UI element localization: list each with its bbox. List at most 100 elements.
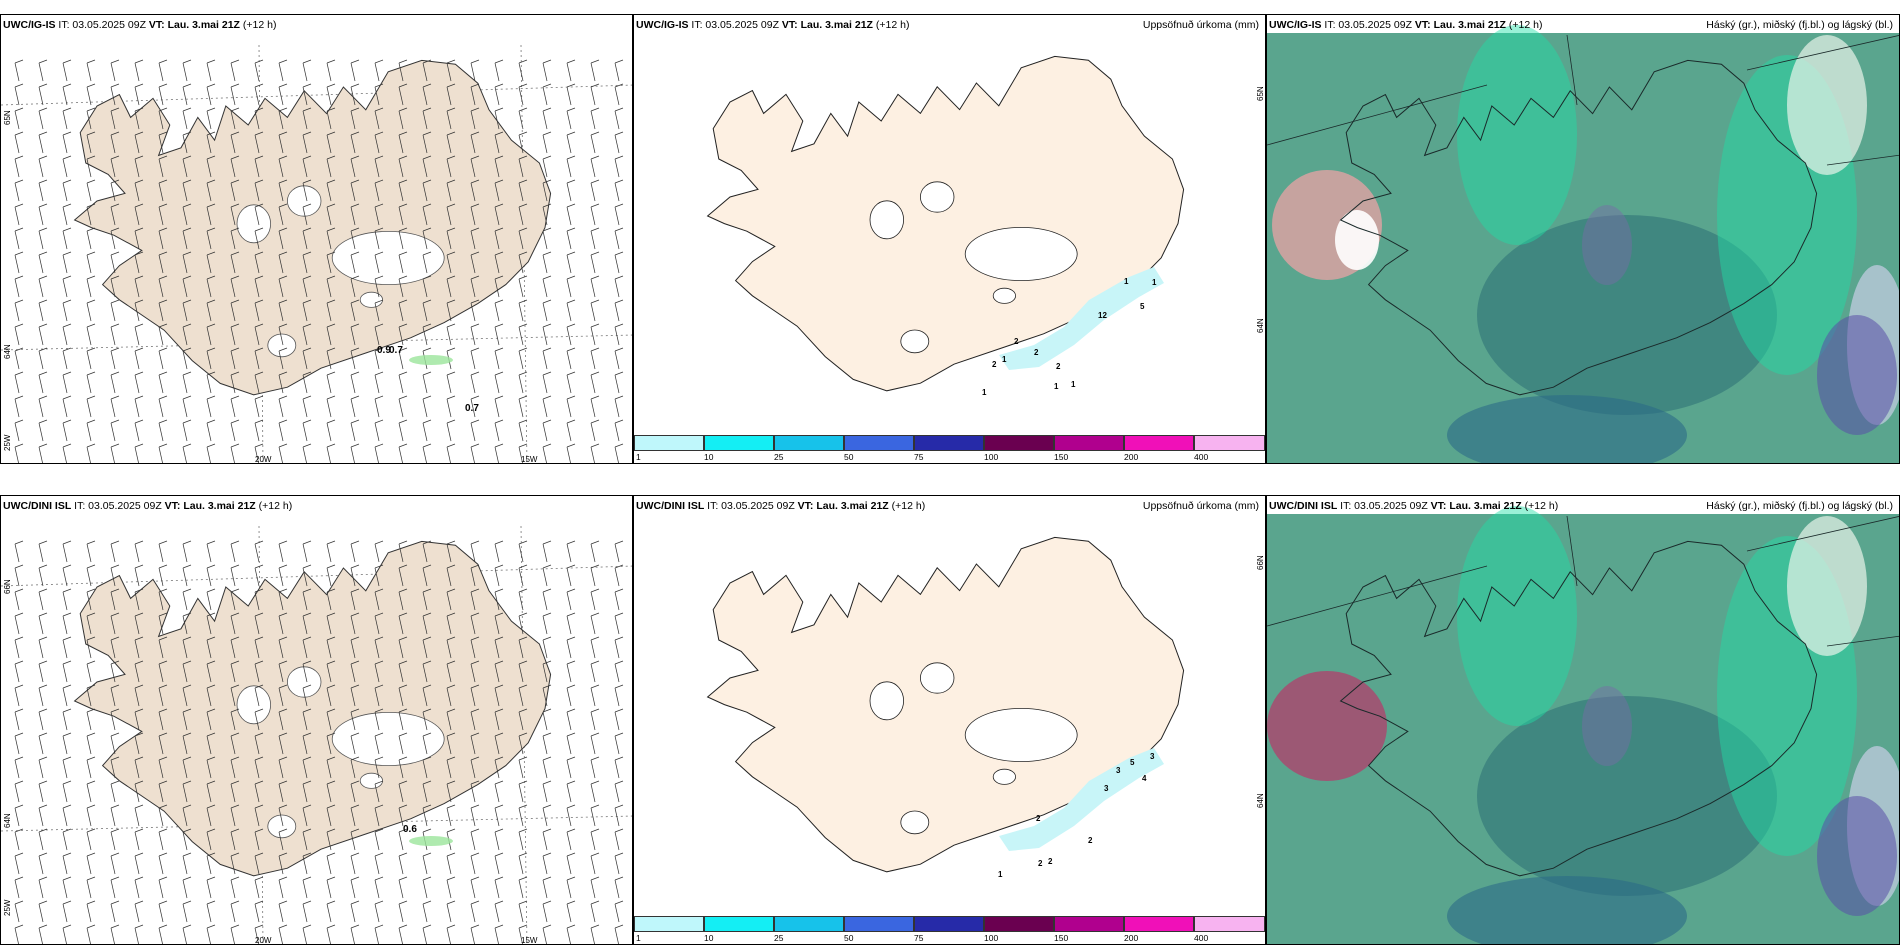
cloud-layer-blob (1582, 205, 1632, 285)
valid-time: VT: Lau. 3.mai 21Z (1430, 500, 1522, 512)
wind-barb (134, 900, 144, 923)
wind-barb (254, 852, 264, 875)
wind-barb (446, 852, 456, 875)
wind-barb (158, 395, 168, 418)
wind-barb (470, 924, 480, 944)
wind-barb (14, 347, 24, 370)
wind-barb (206, 540, 216, 563)
wind-barb (62, 395, 72, 418)
wind-barb (86, 660, 96, 683)
wind-barb (278, 732, 288, 755)
wind-barb (86, 564, 96, 587)
wind-barb (230, 612, 240, 635)
wind-barb (14, 828, 24, 851)
wind-barb (14, 371, 24, 394)
wind-barb (254, 83, 264, 106)
wind-barb (326, 59, 336, 82)
wind-barb (614, 804, 624, 827)
wind-barb (422, 227, 432, 250)
precip-area (999, 267, 1164, 370)
wind-barb (590, 203, 600, 226)
wind-barb (62, 59, 72, 82)
wind-barb (14, 203, 24, 226)
wind-barb (134, 227, 144, 250)
wind-barb (494, 347, 504, 370)
wind-barb (254, 876, 264, 899)
wind-barb (158, 275, 168, 298)
wind-barb (566, 155, 576, 178)
wind-barb (614, 660, 624, 683)
wind-barb (518, 59, 528, 82)
wind-barb (110, 588, 120, 611)
wind-barb (110, 684, 120, 707)
wind-barb (542, 323, 552, 346)
wind-barb (590, 443, 600, 463)
wind-barb (14, 227, 24, 250)
wind-barb (14, 876, 24, 899)
colorbar-swatch (774, 435, 844, 451)
wind-barb (326, 756, 336, 779)
wind-barb (446, 924, 456, 944)
wind-barb (206, 900, 216, 923)
panel-header: UWC/IG-IS IT: 03.05.2025 09Z VT: Lau. 3.… (3, 19, 628, 33)
wind-barb (278, 371, 288, 394)
wind-barb (86, 708, 96, 731)
glacier (359, 291, 383, 308)
wind-barb (590, 900, 600, 923)
wind-barb (542, 660, 552, 683)
wind-barb (110, 131, 120, 154)
wind-barb (590, 804, 600, 827)
wind-barb (566, 924, 576, 944)
wind-barb (446, 564, 456, 587)
wind-barb (206, 660, 216, 683)
wind-barb (542, 299, 552, 322)
wind-barb (302, 131, 312, 154)
wind-barb (398, 780, 408, 803)
wind-barb (14, 275, 24, 298)
wind-barb (182, 804, 192, 827)
wind-barb (326, 371, 336, 394)
wind-barb (278, 275, 288, 298)
colorbar-tick: 75 (914, 452, 924, 462)
wind-barb (326, 876, 336, 899)
wind-barb (542, 852, 552, 875)
precip-value: 2 (992, 360, 997, 369)
wind-barb (590, 708, 600, 731)
land-outline (706, 55, 1185, 392)
wind-barb (398, 155, 408, 178)
wind-barb (302, 155, 312, 178)
wind-barb (206, 227, 216, 250)
colorbar-swatch (1054, 435, 1124, 451)
colorbar-swatch (1194, 435, 1265, 451)
wind-barb (494, 275, 504, 298)
wind-barb (254, 612, 264, 635)
wind-barb (542, 419, 552, 442)
wind-barb (230, 155, 240, 178)
lead-time: (+12 h) (875, 19, 910, 31)
wind-barb (38, 804, 48, 827)
wind-barb (398, 756, 408, 779)
wind-value: 0.7 (389, 345, 403, 356)
wind-barb (38, 684, 48, 707)
wind-barb (374, 780, 384, 803)
wind-barb (494, 636, 504, 659)
wind-barb (62, 564, 72, 587)
wind-barb (350, 299, 360, 322)
glacier (964, 226, 1078, 281)
wind-barb (182, 131, 192, 154)
wind-barb (38, 852, 48, 875)
wind-barb (110, 299, 120, 322)
wind-barb (446, 107, 456, 130)
wind-value: 0.6 (403, 824, 417, 835)
wind-barb (86, 275, 96, 298)
wind-barb (518, 756, 528, 779)
wind-barb (374, 203, 384, 226)
wind-barb (302, 419, 312, 442)
wind-barb (494, 107, 504, 130)
precip-map (706, 536, 1185, 873)
wind-barb (134, 612, 144, 635)
wind-barb (326, 419, 336, 442)
wind-barb (110, 347, 120, 370)
wind-barb (374, 636, 384, 659)
wind-barb (38, 179, 48, 202)
